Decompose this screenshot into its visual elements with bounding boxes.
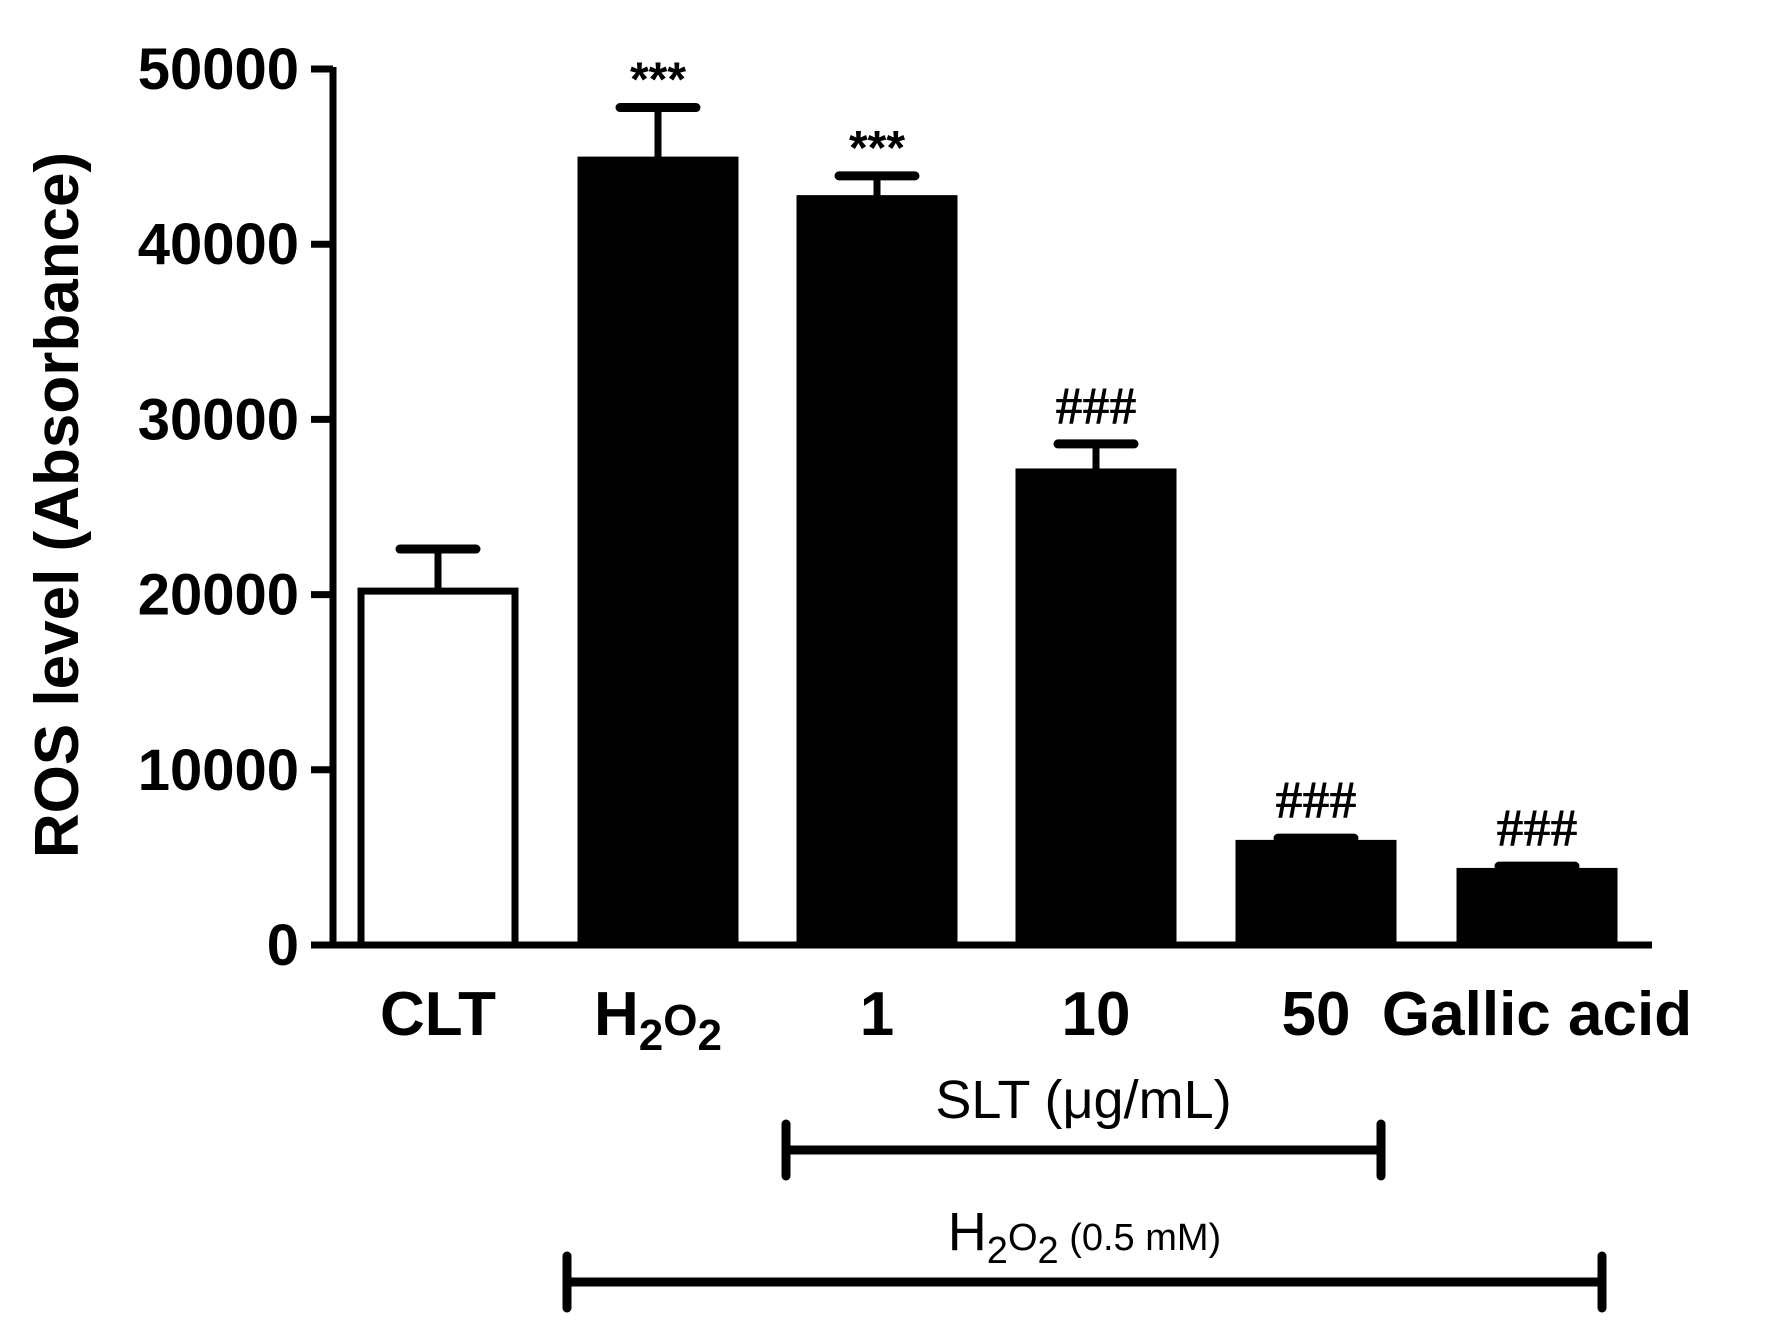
- x-tick-label: 1: [860, 980, 894, 1049]
- x-tick-label: H2O2: [594, 980, 722, 1060]
- y-tick-label: 40000: [138, 212, 299, 277]
- treatment-brackets: SLT (μg/mL) H2O2 (0.5 mM): [562, 1070, 1607, 1313]
- y-axis-label-group: ROS level (Absorbance): [23, 152, 92, 858]
- significance-label: ###: [1497, 798, 1578, 858]
- bar: [1015, 468, 1177, 949]
- axes: [329, 67, 1652, 949]
- significance-label: ***: [630, 54, 686, 107]
- bars: *** *** ### ### ###: [357, 54, 1618, 949]
- y-ticks: 0 10000 20000 30000 40000 50000: [138, 37, 333, 978]
- y-tick-label: 30000: [138, 387, 299, 452]
- bar: [1456, 867, 1618, 949]
- y-tick-label: 10000: [138, 738, 299, 803]
- significance-label: ###: [1276, 770, 1357, 830]
- y-tick-label: 20000: [138, 563, 299, 628]
- bracket-label: SLT (μg/mL): [935, 1070, 1231, 1130]
- bar: [796, 195, 958, 949]
- y-tick-label: 50000: [138, 37, 299, 102]
- x-tick-label: 10: [1062, 980, 1131, 1049]
- bar: [577, 156, 739, 949]
- significance-label: ###: [1056, 376, 1137, 436]
- x-tick-label: CLT: [380, 980, 496, 1049]
- x-tick-label: 50: [1282, 980, 1351, 1049]
- bar: [1235, 839, 1397, 949]
- y-tick-label: 0: [267, 913, 299, 978]
- significance-label: ***: [849, 122, 905, 175]
- x-tick-label: Gallic acid: [1382, 980, 1692, 1049]
- bracket-label: H2O2 (0.5 mM): [948, 1202, 1221, 1272]
- x-tick-labels: CLT H2O2 1 10 50 Gallic acid: [380, 980, 1692, 1060]
- y-axis-label: ROS level (Absorbance): [23, 152, 92, 858]
- bar: [357, 587, 519, 949]
